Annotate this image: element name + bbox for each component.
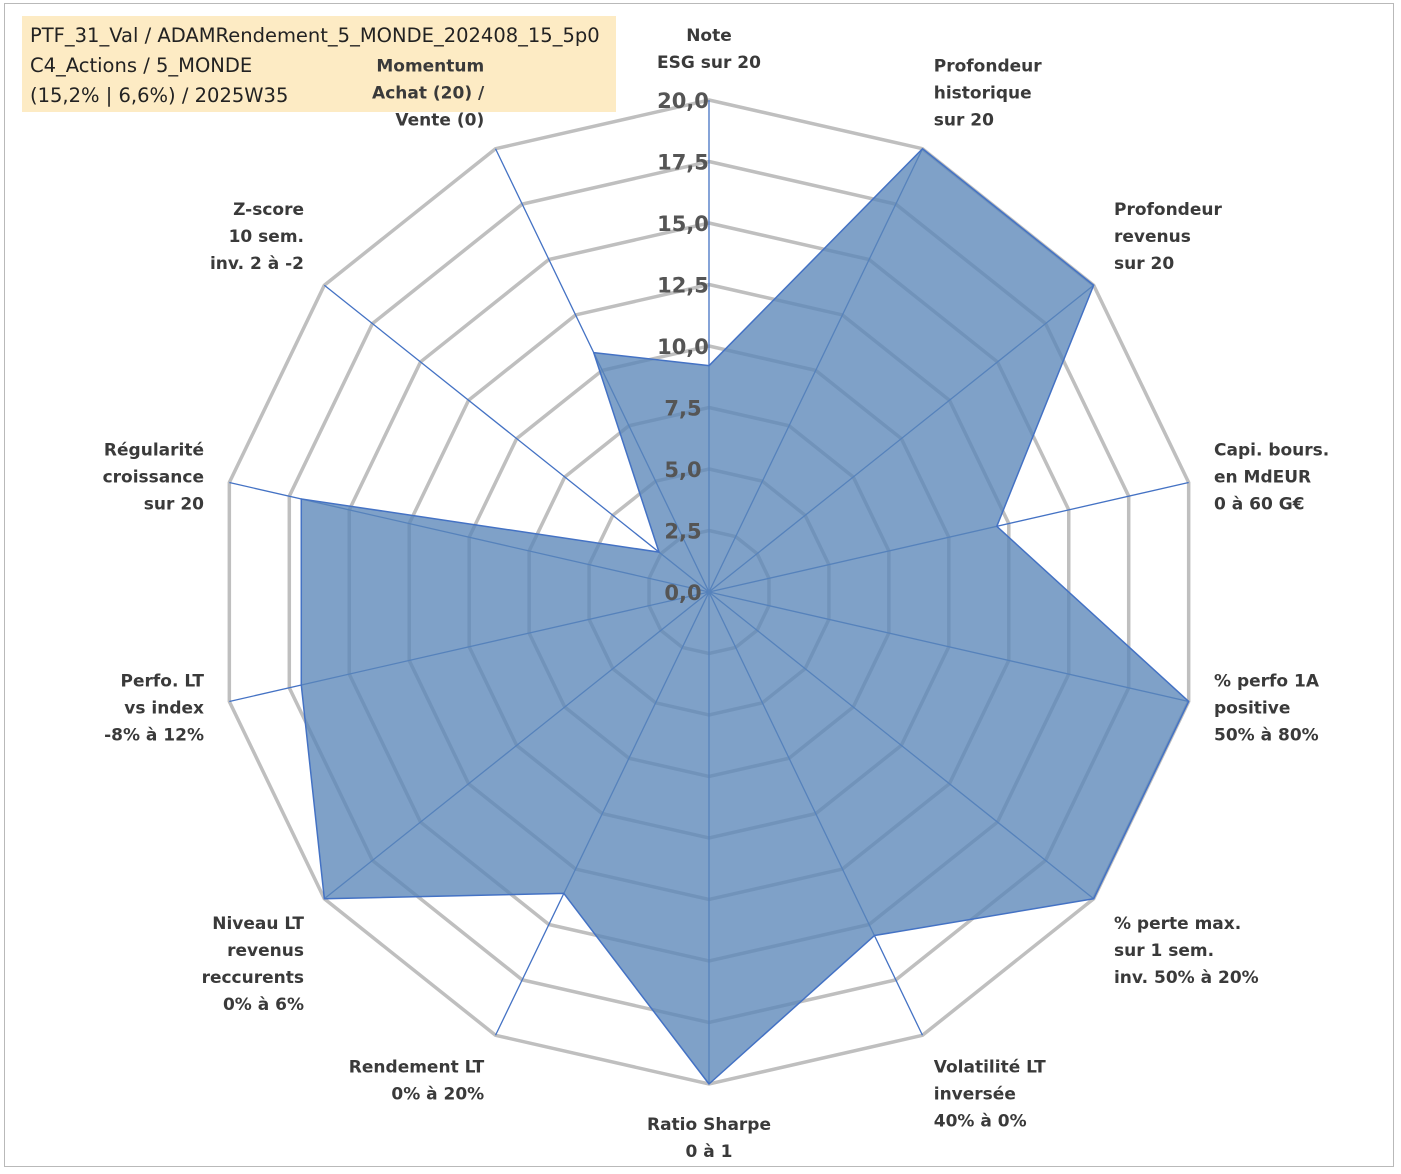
axis-label-1-line-2: sur 20 [934, 110, 994, 130]
axis-label-1: Profondeur historique sur 20 [934, 56, 1043, 130]
axis-label-2-line-0: Profondeur [1114, 200, 1223, 220]
axis-label-2: Profondeur revenus sur 20 [1114, 200, 1223, 274]
axis-label-13: Momentum Achat (20) / Vente (0) [372, 56, 485, 130]
radar-series [300, 147, 1190, 1085]
axis-label-4-line-2: 50% à 80% [1214, 725, 1319, 745]
axis-label-9: Niveau LT revenus reccurents 0% à 6% [202, 914, 305, 1015]
axis-label-5-line-0: % perte max. [1114, 914, 1241, 934]
axis-label-9-line-3: 0% à 6% [223, 995, 304, 1015]
axis-label-8-line-1: 0% à 20% [391, 1085, 484, 1105]
tick-label-4: 10,0 [657, 335, 709, 359]
axis-label-13-line-0: Momentum [376, 56, 484, 76]
axis-label-8-line-0: Rendement LT [349, 1058, 485, 1078]
axis-label-4-line-1: positive [1214, 698, 1290, 718]
tick-label-8: 20,0 [657, 89, 709, 113]
axis-label-2-line-1: revenus [1114, 227, 1191, 247]
axis-label-0-line-0: Note [686, 26, 732, 46]
axis-label-12: Z-score 10 sem. inv. 2 à -2 [210, 200, 304, 274]
axis-label-5-line-1: sur 1 sem. [1114, 941, 1214, 961]
series-area [300, 147, 1190, 1085]
axis-label-10-line-2: -8% à 12% [104, 725, 204, 745]
radar-axis-labels: Note ESG sur 20 Profondeur historique sur 20… [103, 26, 1330, 1162]
axis-label-11-line-2: sur 20 [144, 495, 204, 515]
axis-label-0: Note ESG sur 20 [657, 26, 761, 73]
axis-label-11: Régularité croissance sur 20 [103, 441, 205, 515]
axis-label-10-line-0: Perfo. LT [121, 671, 205, 691]
axis-label-1-line-1: historique [934, 83, 1032, 103]
axis-label-9-line-2: reccurents [202, 968, 304, 988]
axis-label-8: Rendement LT 0% à 20% [349, 1058, 485, 1105]
axis-label-11-line-1: croissance [103, 468, 204, 488]
axis-label-3: Capi. bours. en MdEUR 0 à 60 G€ [1214, 441, 1329, 515]
axis-label-3-line-0: Capi. bours. [1214, 441, 1329, 461]
tick-label-5: 12,5 [657, 274, 709, 298]
axis-label-13-line-2: Vente (0) [395, 110, 484, 130]
axis-label-12-line-2: inv. 2 à -2 [210, 254, 304, 274]
tick-label-1: 2,5 [664, 520, 701, 544]
axis-label-7: Ratio Sharpe 0 à 1 [647, 1115, 771, 1162]
tick-label-7: 17,5 [657, 151, 709, 175]
axis-label-6-line-0: Volatilité LT [934, 1058, 1046, 1078]
axis-label-4-line-0: % perfo 1A [1214, 671, 1320, 691]
axis-label-6-line-2: 40% à 0% [934, 1112, 1027, 1132]
axis-label-12-line-1: 10 sem. [229, 227, 304, 247]
axis-label-6-line-1: inversée [934, 1085, 1016, 1105]
tick-label-0: 0,0 [664, 581, 701, 605]
axis-label-5: % perte max. sur 1 sem. inv. 50% à 20% [1114, 914, 1259, 988]
portfolio-info-box: PTF_31_Val / ADAMRendement_5_MONDE_20240… [22, 16, 616, 112]
performance-week: (15,2% | 6,6%) / 2025W35 [30, 84, 289, 107]
axis-label-3-line-2: 0 à 60 G€ [1214, 495, 1305, 515]
axis-label-0-line-1: ESG sur 20 [657, 53, 761, 73]
tick-label-3: 7,5 [664, 397, 701, 421]
asset-class: C4_Actions / 5_MONDE [30, 54, 253, 77]
axis-label-4: % perfo 1A positive 50% à 80% [1214, 671, 1320, 745]
axis-label-3-line-1: en MdEUR [1214, 468, 1311, 488]
axis-label-5-line-2: inv. 50% à 20% [1114, 968, 1259, 988]
tick-label-6: 15,0 [657, 212, 709, 236]
tick-label-2: 5,0 [664, 458, 701, 482]
axis-label-9-line-0: Niveau LT [212, 914, 304, 934]
axis-label-7-line-0: Ratio Sharpe [647, 1115, 771, 1135]
axis-label-7-line-1: 0 à 1 [686, 1142, 733, 1162]
axis-label-6: Volatilité LT inversée 40% à 0% [934, 1058, 1046, 1132]
radar-tick-labels: 0,0 2,5 5,0 7,5 10,0 12,5 15,0 17,5 20,0 [657, 89, 709, 605]
portfolio-name: PTF_31_Val / ADAMRendement_5_MONDE_20240… [30, 24, 600, 47]
axis-label-10: Perfo. LT vs index -8% à 12% [104, 671, 204, 745]
axis-label-2-line-2: sur 20 [1114, 254, 1174, 274]
axis-label-9-line-1: revenus [227, 941, 304, 961]
axis-label-11-line-0: Régularité [104, 441, 204, 461]
axis-label-13-line-1: Achat (20) / [372, 83, 485, 103]
axis-label-12-line-0: Z-score [233, 200, 304, 220]
spoke-12 [323, 284, 710, 593]
axis-label-1-line-0: Profondeur [934, 56, 1043, 76]
axis-label-10-line-1: vs index [124, 698, 204, 718]
